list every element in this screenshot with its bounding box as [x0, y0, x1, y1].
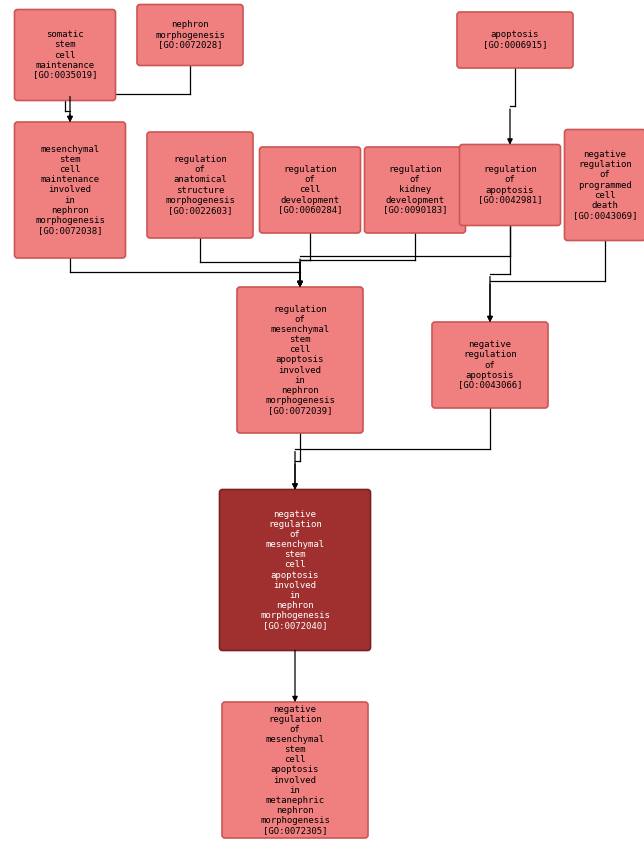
FancyBboxPatch shape — [432, 322, 548, 408]
Text: negative
regulation
of
mesenchymal
stem
cell
apoptosis
involved
in
metanephric
n: negative regulation of mesenchymal stem … — [260, 706, 330, 835]
FancyBboxPatch shape — [222, 702, 368, 838]
Text: regulation
of
cell
development
[GO:0060284]: regulation of cell development [GO:00602… — [278, 165, 342, 214]
Text: nephron
morphogenesis
[GO:0072028]: nephron morphogenesis [GO:0072028] — [155, 20, 225, 50]
FancyBboxPatch shape — [147, 132, 253, 238]
Text: regulation
of
apoptosis
[GO:0042981]: regulation of apoptosis [GO:0042981] — [478, 165, 542, 205]
FancyBboxPatch shape — [460, 145, 560, 225]
FancyBboxPatch shape — [237, 287, 363, 433]
Text: regulation
of
anatomical
structure
morphogenesis
[GO:0022603]: regulation of anatomical structure morph… — [165, 155, 235, 214]
FancyBboxPatch shape — [260, 147, 361, 233]
Text: mesenchymal
stem
cell
maintenance
involved
in
nephron
morphogenesis
[GO:0072038]: mesenchymal stem cell maintenance involv… — [35, 146, 105, 235]
FancyBboxPatch shape — [365, 147, 466, 233]
Text: apoptosis
[GO:0006915]: apoptosis [GO:0006915] — [483, 30, 547, 49]
Text: somatic
stem
cell
maintenance
[GO:0035019]: somatic stem cell maintenance [GO:003501… — [33, 30, 97, 80]
Text: negative
regulation
of
apoptosis
[GO:0043066]: negative regulation of apoptosis [GO:004… — [458, 340, 522, 390]
Text: negative
regulation
of
mesenchymal
stem
cell
apoptosis
involved
in
nephron
morph: negative regulation of mesenchymal stem … — [260, 510, 330, 630]
FancyBboxPatch shape — [220, 490, 370, 650]
Text: negative
regulation
of
programmed
cell
death
[GO:0043069]: negative regulation of programmed cell d… — [573, 151, 638, 219]
FancyBboxPatch shape — [15, 9, 115, 101]
FancyBboxPatch shape — [137, 4, 243, 65]
Text: regulation
of
mesenchymal
stem
cell
apoptosis
involved
in
nephron
morphogenesis
: regulation of mesenchymal stem cell apop… — [265, 305, 335, 415]
Text: regulation
of
kidney
development
[GO:0090183]: regulation of kidney development [GO:009… — [383, 165, 447, 214]
FancyBboxPatch shape — [457, 12, 573, 68]
FancyBboxPatch shape — [565, 130, 644, 241]
FancyBboxPatch shape — [15, 122, 126, 258]
